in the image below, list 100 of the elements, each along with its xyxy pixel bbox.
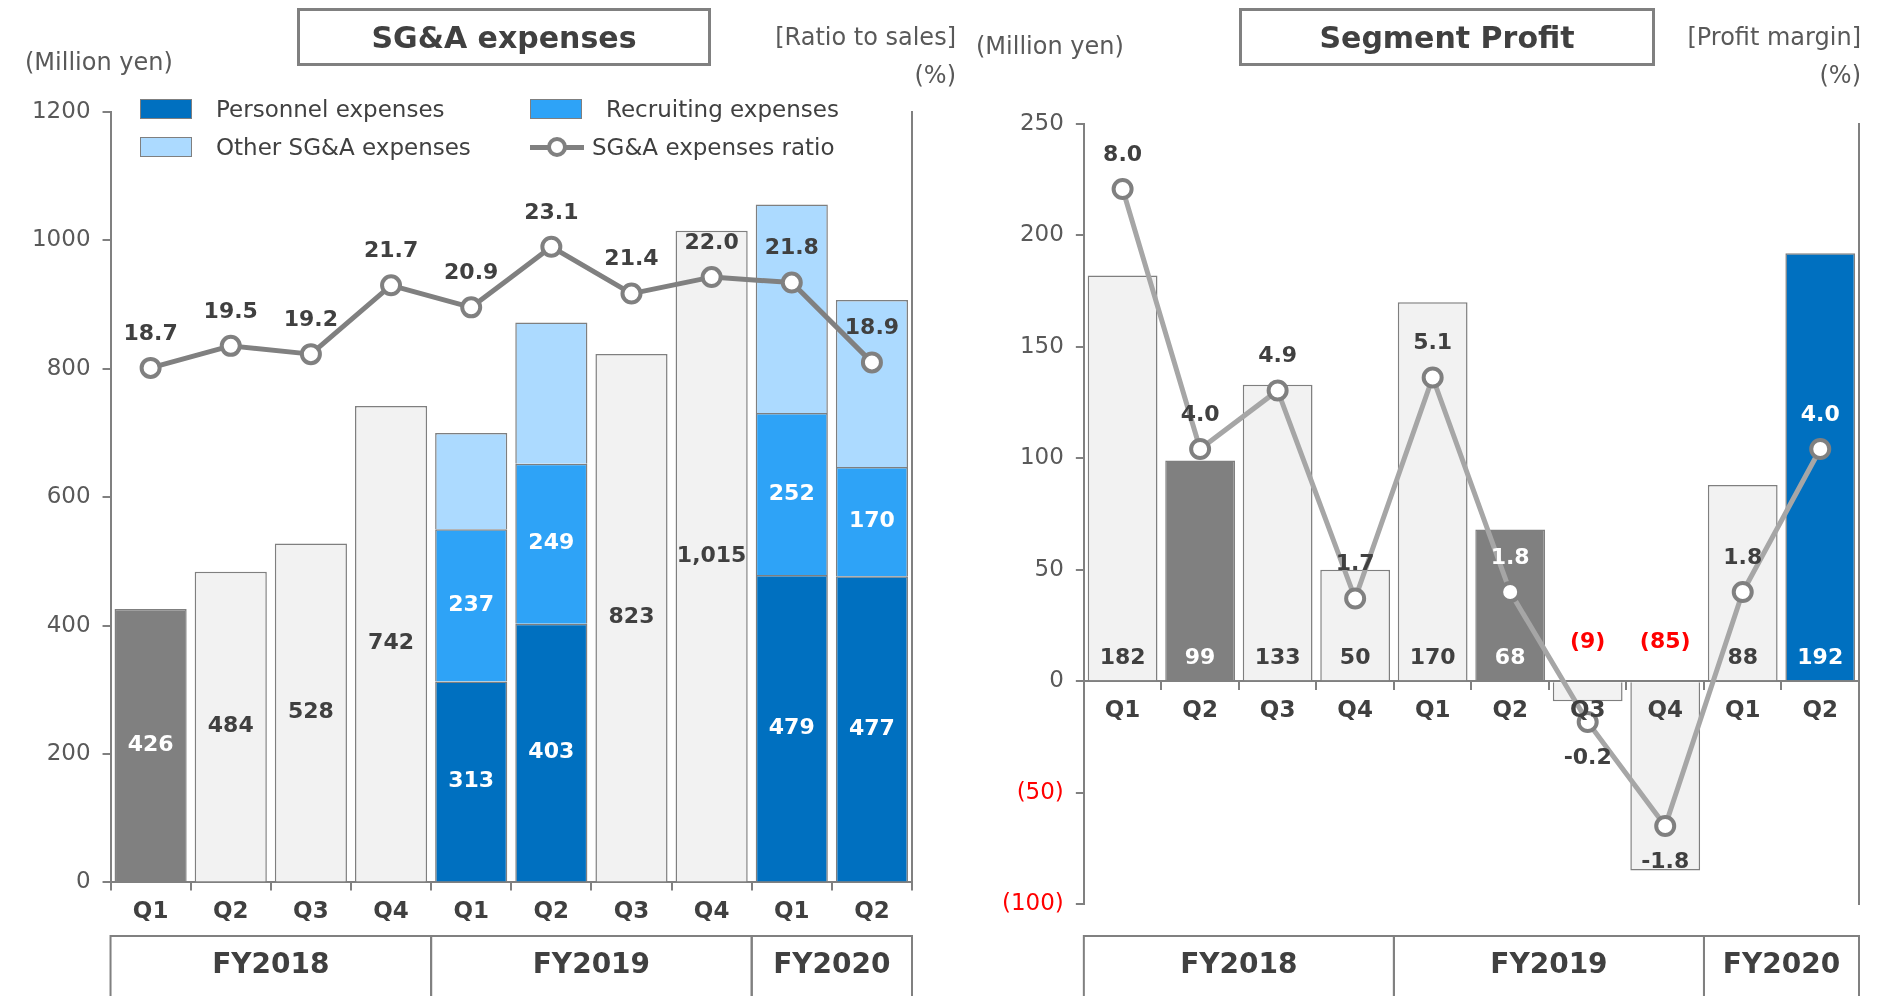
data-label: 170 — [848, 507, 895, 533]
data-label: 484 — [207, 712, 254, 738]
data-label: 192 — [1797, 643, 1844, 669]
legend-label: Recruiting expenses — [606, 96, 839, 122]
point — [219, 334, 242, 357]
point — [299, 343, 322, 366]
data-label: 4.0 — [1180, 400, 1220, 426]
point — [620, 282, 643, 305]
chart-title: SG&A expenses — [297, 8, 711, 66]
point — [380, 274, 403, 297]
y-tick-label: 1200 — [31, 96, 91, 123]
y-tick-label: 0 — [75, 867, 91, 894]
y-axis-title: (Million yen) — [976, 32, 1124, 60]
point — [1344, 587, 1367, 610]
x-tick-label: Q1 — [132, 897, 169, 924]
data-label: 99 — [1184, 643, 1216, 669]
x-tick-label: Q4 — [373, 897, 409, 924]
point — [780, 271, 803, 294]
data-label: 19.5 — [203, 297, 258, 323]
x-tick-label: Q3 — [1569, 695, 1606, 722]
legend-label: SG&A expenses ratio — [592, 134, 835, 160]
data-label: 133 — [1254, 643, 1301, 669]
x-tick-label: Q4 — [693, 897, 730, 924]
y-tick-label: 0 — [1049, 666, 1064, 693]
x-tick-label: Q4 — [1337, 695, 1373, 722]
data-label: 479 — [768, 713, 815, 739]
y-tick-label: 150 — [1019, 331, 1064, 358]
data-label: 403 — [528, 738, 575, 764]
point — [1111, 178, 1134, 200]
y-tick-label: 200 — [1019, 220, 1064, 247]
y-tick-label: (100) — [1001, 888, 1064, 915]
data-label: (85) — [1639, 627, 1691, 653]
y2-axis-title: [Ratio to sales] (%) — [774, 22, 956, 91]
data-label: 4.9 — [1258, 342, 1298, 368]
data-label: 823 — [608, 603, 655, 629]
data-label: 50 — [1339, 643, 1371, 669]
x-tick-label: Q1 — [774, 897, 810, 924]
data-label: 21.7 — [363, 237, 419, 263]
x-tick-label: Q2 — [854, 897, 890, 924]
point — [1731, 581, 1754, 603]
data-label: 426 — [127, 730, 174, 756]
x-tick-label: Q3 — [293, 897, 329, 924]
y-tick-label: 600 — [46, 482, 91, 509]
data-label: 4.0 — [1800, 400, 1840, 426]
text: FY2018 — [212, 947, 330, 981]
data-label: 21.8 — [764, 234, 819, 260]
data-label: 742 — [368, 629, 415, 655]
point — [1421, 366, 1444, 389]
x-tick-label: Q3 — [613, 897, 650, 924]
y2-axis-title: [Profit margin] (%) — [1686, 22, 1861, 91]
data-label: 1.8 — [1723, 543, 1763, 569]
x-tick-label: Q4 — [1647, 695, 1683, 722]
point — [139, 356, 162, 379]
data-label: -0.2 — [1563, 743, 1612, 769]
chart-title: Segment Profit — [1239, 8, 1655, 66]
data-label: 20.9 — [444, 259, 499, 285]
data-label: 23.1 — [524, 198, 579, 224]
data-label: 237 — [448, 591, 495, 617]
legend-label: Other SG&A expenses — [216, 134, 471, 160]
point — [1189, 438, 1212, 460]
x-tick-label: Q1 — [1724, 695, 1761, 722]
data-label: 1,015 — [676, 541, 747, 567]
data-label: 68 — [1494, 643, 1526, 669]
data-label: 1.7 — [1335, 550, 1375, 576]
data-label: 477 — [848, 714, 895, 740]
point — [460, 296, 483, 319]
x-tick-label: Q1 — [453, 897, 489, 924]
point — [860, 351, 883, 374]
data-label: 18.7 — [123, 319, 178, 345]
text: FY2019 — [1490, 947, 1608, 981]
x-tick-label: Q1 — [1414, 695, 1451, 722]
text: FY2020 — [1722, 947, 1841, 981]
point — [700, 266, 723, 289]
y-tick-label: 50 — [1034, 554, 1064, 581]
x-tick-label: Q2 — [1802, 695, 1839, 722]
data-label: 252 — [768, 479, 815, 505]
x-tick-label: Q1 — [1104, 695, 1141, 722]
data-label: 19.2 — [283, 305, 339, 331]
y-tick-label: 100 — [1019, 443, 1064, 470]
text: FY2019 — [532, 947, 651, 981]
data-label: 88 — [1727, 643, 1759, 669]
data-label: 170 — [1409, 643, 1456, 669]
y-axis-title: (Million yen) — [25, 48, 173, 76]
data-label: 8.0 — [1103, 140, 1143, 166]
text: FY2018 — [1180, 947, 1298, 981]
data-label: 313 — [448, 767, 495, 793]
data-label: (9) — [1569, 627, 1606, 653]
data-label: 21.4 — [604, 245, 659, 271]
data-label: 249 — [528, 529, 575, 555]
x-tick-label: Q2 — [212, 897, 249, 924]
text: FY2020 — [773, 947, 891, 981]
data-label: 18.9 — [844, 314, 900, 340]
point — [540, 235, 563, 258]
x-tick-label: Q2 — [1182, 695, 1218, 722]
data-label: 528 — [287, 698, 334, 724]
x-tick-label: Q2 — [1492, 695, 1528, 722]
data-label: 1.8 — [1490, 543, 1530, 569]
y-tick-label: 400 — [46, 610, 91, 637]
data-label: -1.8 — [1641, 847, 1690, 873]
point — [1654, 815, 1677, 837]
